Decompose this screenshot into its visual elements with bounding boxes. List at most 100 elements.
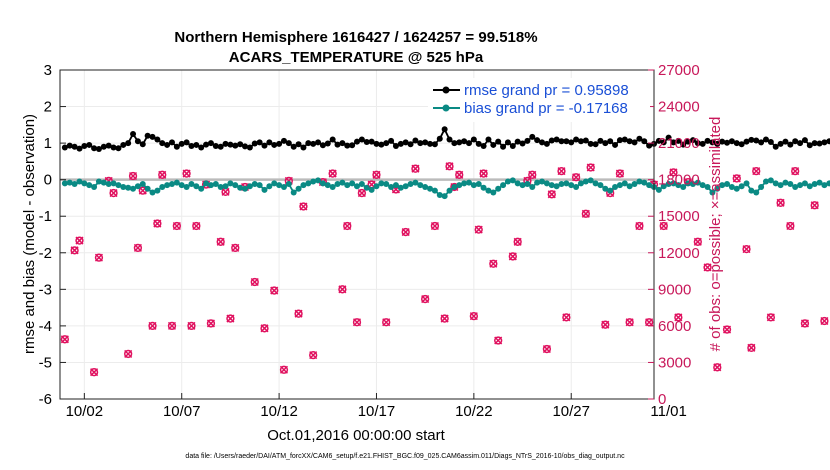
- obs-count-point: [542, 344, 552, 354]
- obs-count-point: [372, 170, 381, 179]
- obs-assimilated-marker: [206, 319, 215, 328]
- bias-point: [631, 181, 638, 188]
- obs-assimilated-marker: [411, 164, 420, 173]
- rmse-point: [621, 136, 628, 143]
- rmse-point: [300, 144, 307, 151]
- obs-assimilated-marker: [513, 237, 522, 246]
- bias-point: [543, 180, 550, 187]
- obs-count-point: [669, 168, 678, 177]
- obs-possible-marker: [440, 314, 449, 323]
- obs-count-point: [479, 169, 488, 178]
- bias-point: [412, 179, 419, 186]
- bias-point: [344, 182, 351, 189]
- obs-count-point: [270, 286, 279, 295]
- bias-point: [392, 182, 399, 189]
- rmse-point: [767, 139, 774, 146]
- bias-point: [787, 181, 794, 188]
- bias-point: [319, 180, 326, 187]
- obs-possible-marker: [343, 221, 352, 231]
- left-tick-label: -2: [39, 245, 52, 262]
- obs-assimilated-marker: [309, 351, 318, 360]
- bias-point: [490, 189, 497, 196]
- right-tick-label: 12000: [658, 245, 700, 262]
- rmse-point: [714, 140, 721, 147]
- left-axis-label: rmse and bias (model - observation): [21, 114, 38, 354]
- bias-point: [451, 183, 458, 190]
- left-tick-label: 3: [44, 62, 52, 79]
- rmse-point: [227, 141, 234, 148]
- x-tick-label: 10/22: [455, 403, 493, 420]
- obs-assimilated-marker: [625, 318, 634, 327]
- obs-count-point: [791, 166, 800, 176]
- rmse-point: [636, 135, 643, 142]
- rmse-point: [422, 139, 429, 146]
- obs-assimilated-marker: [747, 343, 756, 352]
- bias-point: [290, 189, 297, 196]
- bias-point: [105, 181, 112, 188]
- obs-assimilated-marker: [182, 169, 191, 178]
- rmse-point: [280, 137, 287, 144]
- right-tick-label: 21000: [658, 135, 700, 152]
- obs-assimilated-marker: [90, 368, 99, 377]
- bias-point: [285, 181, 292, 188]
- obs-assimilated-marker: [800, 319, 809, 328]
- obs-count-point: [75, 236, 84, 245]
- obs-possible-marker: [128, 171, 138, 181]
- data-file-footnote: data file: /Users/raeder/DAI/ATM_forcXX/…: [185, 453, 625, 460]
- obs-possible-marker: [791, 166, 800, 176]
- rmse-point: [719, 138, 726, 145]
- obs-assimilated-marker: [133, 243, 142, 252]
- bias-point: [485, 187, 492, 194]
- rmse-point: [251, 140, 258, 147]
- rmse-point: [212, 143, 219, 150]
- obs-possible-marker: [206, 319, 216, 328]
- rmse-point: [334, 141, 341, 148]
- obs-assimilated-marker: [167, 321, 177, 330]
- bias-point: [261, 186, 268, 193]
- bias-point: [183, 183, 190, 190]
- x-tick-label: 10/17: [358, 403, 396, 420]
- rmse-point: [616, 137, 623, 144]
- rmse-point: [329, 136, 336, 143]
- obs-possible-marker: [752, 166, 761, 176]
- bias-point: [675, 182, 682, 189]
- obs-possible-marker: [562, 313, 571, 322]
- rmse-point: [514, 138, 521, 145]
- bias-point: [310, 178, 317, 185]
- obs-assimilated-marker: [172, 221, 181, 231]
- bias-point: [242, 185, 249, 192]
- obs-count-point: [440, 314, 449, 323]
- rmse-point: [612, 141, 619, 148]
- right-axis-label: # of obs: o=possible; ×=assimilated: [707, 117, 724, 352]
- right-tick-label: 0: [658, 391, 666, 408]
- obs-possible-marker: [489, 259, 498, 268]
- obs-count-point: [206, 319, 216, 328]
- obs-assimilated-marker: [474, 225, 483, 234]
- rmse-point: [310, 140, 317, 147]
- obs-possible-marker: [270, 286, 279, 295]
- obs-assimilated-marker: [674, 313, 683, 322]
- rmse-point: [539, 139, 546, 146]
- rmse-point: [816, 140, 823, 147]
- bias-point: [821, 182, 828, 189]
- obs-assimilated-marker: [372, 170, 381, 179]
- obs-assimilated-marker: [94, 253, 103, 262]
- left-tick-label: -5: [39, 354, 52, 371]
- rmse-point: [368, 138, 375, 145]
- rmse-point: [358, 136, 365, 143]
- bias-point: [168, 181, 175, 188]
- obs-possible-marker: [382, 318, 391, 327]
- bias-point: [461, 180, 468, 187]
- bias-point: [563, 180, 570, 187]
- rmse-point: [232, 142, 239, 149]
- bias-point: [417, 182, 424, 189]
- rmse-point: [66, 142, 73, 149]
- obs-count-point: [343, 221, 352, 231]
- bias-point: [134, 183, 141, 190]
- obs-count-point: [625, 318, 634, 327]
- bias-point: [626, 183, 633, 190]
- rmse-point: [105, 142, 112, 149]
- rmse-point: [120, 141, 127, 148]
- obs-possible-marker: [674, 313, 683, 322]
- obs-possible-marker: [109, 188, 118, 198]
